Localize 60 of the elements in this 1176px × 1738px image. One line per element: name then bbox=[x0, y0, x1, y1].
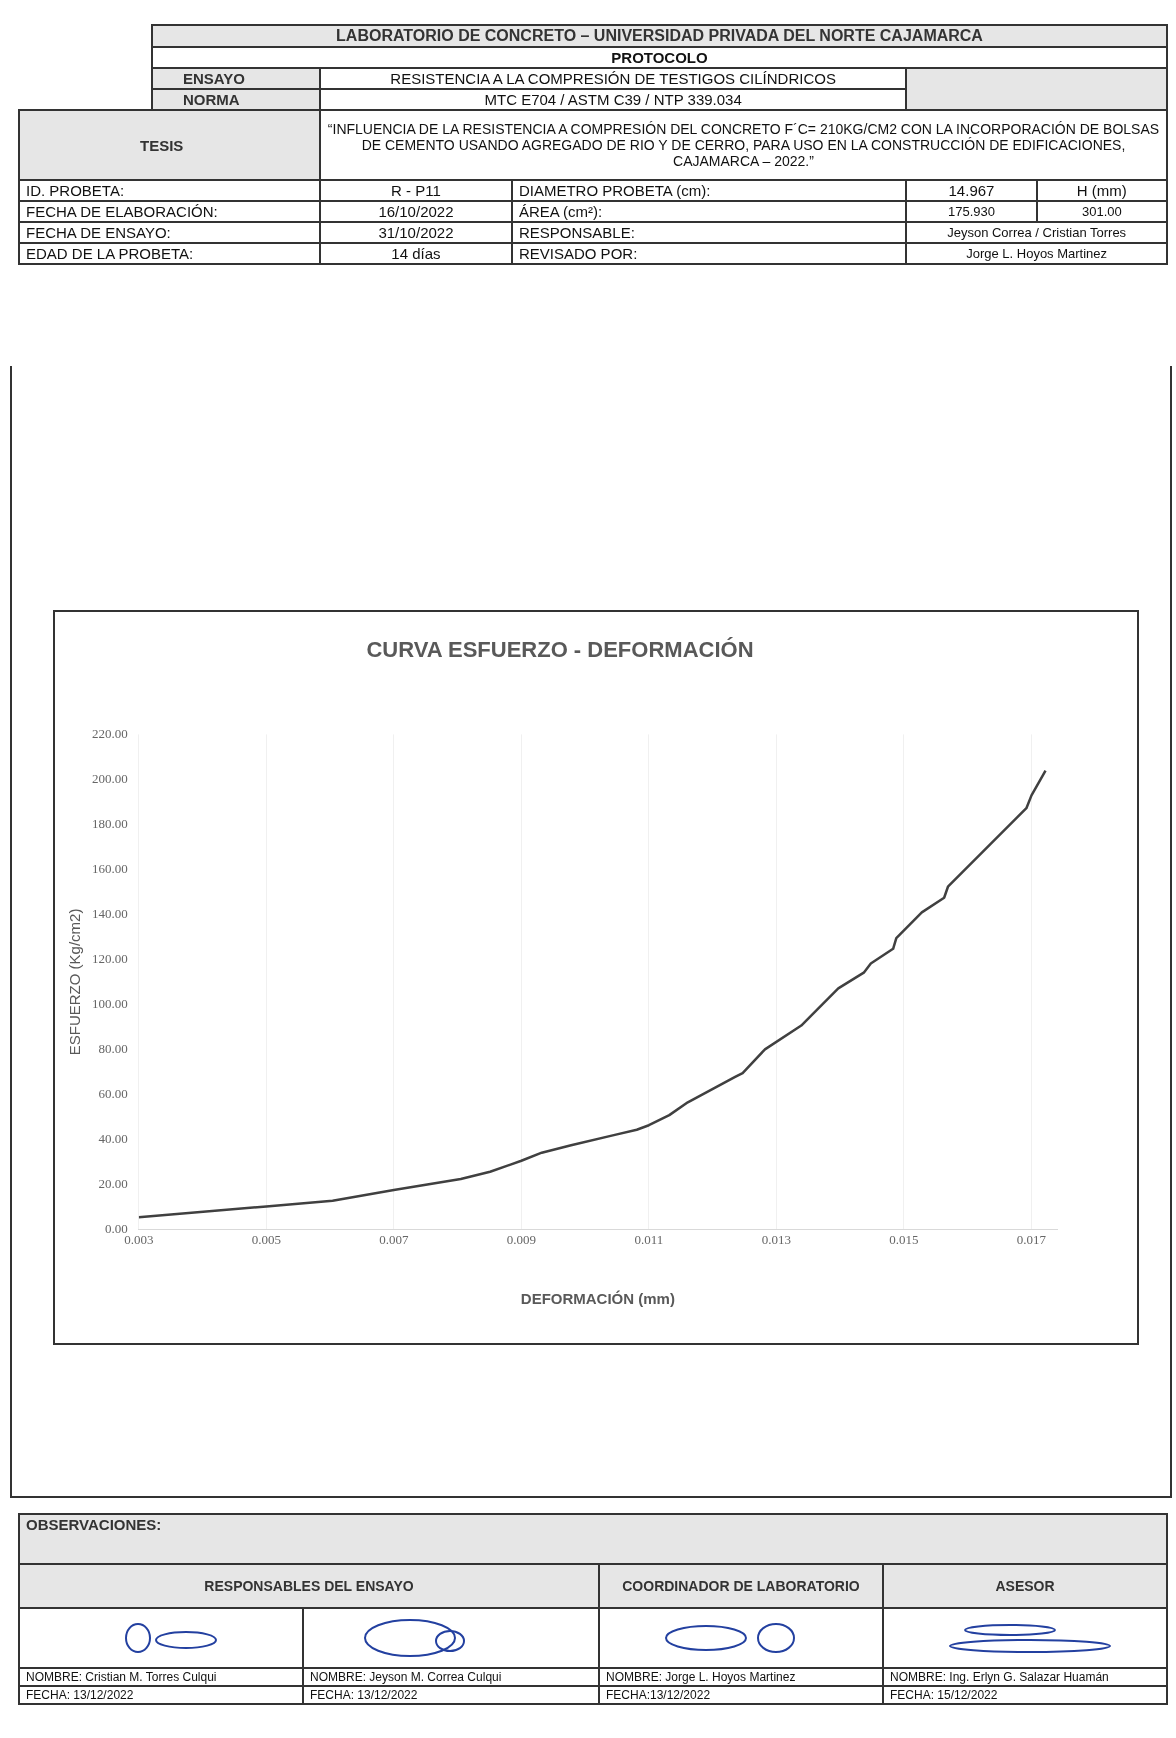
text: H (mm) bbox=[1036, 180, 1167, 201]
text: FECHA DE ELABORACIÓN: bbox=[19, 201, 320, 222]
text: 16/10/2022 bbox=[320, 201, 512, 222]
text: 175.930 bbox=[906, 201, 1037, 222]
y-tick-label: 20.00 bbox=[98, 1175, 128, 1191]
text: RESPONSABLE: bbox=[511, 222, 907, 243]
x-tick-label: 0.005 bbox=[251, 1231, 281, 1247]
text: NOMBRE: Jorge L. Hoyos Martinez bbox=[599, 1668, 883, 1686]
y-tick-label: 0.00 bbox=[105, 1220, 128, 1236]
y-tick-label: 180.00 bbox=[92, 815, 128, 831]
text: TESIS bbox=[19, 110, 320, 180]
text: FECHA: 13/12/2022 bbox=[303, 1686, 599, 1704]
y-tick-label: 40.00 bbox=[98, 1130, 128, 1146]
text: FECHA: 13/12/2022 bbox=[19, 1686, 303, 1704]
y-tick-label: 60.00 bbox=[98, 1085, 128, 1101]
text: “INFLUENCIA DE LA RESISTENCIA A COMPRESIÓN DEL CONCRETO F´C= 210KG/CM2 CON LA INCORPORACIÓN DE BOLSAS DE CEMENTO USANDO AGREGADO DE RIO Y DE CERRO, PARA USO EN LA CONSTRUCCIÓN DE EDIFICACIONES, CAJAMARCA – 2022.” bbox=[320, 110, 1167, 180]
text: LABORATORIO DE CONCRETO – UNIVERSIDAD PRIVADA DEL NORTE CAJAMARCA bbox=[152, 25, 1167, 47]
text: NOMBRE: Ing. Erlyn G. Salazar Huamán bbox=[883, 1668, 1167, 1686]
text: COORDINADOR DE LABORATORIO bbox=[599, 1564, 883, 1608]
y-tick-label: 160.00 bbox=[92, 860, 128, 876]
y-tick-label: 80.00 bbox=[98, 1040, 128, 1056]
x-tick-label: 0.009 bbox=[506, 1231, 536, 1247]
text: FECHA DE ENSAYO: bbox=[19, 222, 320, 243]
text: 14.967 bbox=[906, 180, 1037, 201]
y-tick-label: 220.00 bbox=[92, 725, 128, 741]
x-tick-label: 0.015 bbox=[889, 1231, 919, 1247]
text: PROTOCOLO bbox=[152, 47, 1167, 68]
text: Jeyson Correa / Cristian Torres bbox=[906, 222, 1167, 243]
text: ÁREA (cm²): bbox=[511, 201, 907, 222]
x-axis-title: DEFORMACIÓN (mm) bbox=[520, 1290, 675, 1308]
text: FECHA:13/12/2022 bbox=[599, 1686, 883, 1704]
x-tick-label: 0.013 bbox=[761, 1231, 792, 1247]
chart-title: CURVA ESFUERZO - DEFORMACIÓN bbox=[366, 637, 754, 663]
text: 301.00 bbox=[1036, 201, 1167, 222]
y-tick-label: 100.00 bbox=[92, 995, 128, 1011]
y-axis-title: ESFUERZO (Kg/cm2) bbox=[66, 908, 84, 1056]
x-tick-label: 0.007 bbox=[379, 1231, 409, 1247]
text: RESPONSABLES DEL ENSAYO bbox=[19, 1564, 599, 1608]
text: 14 días bbox=[320, 243, 512, 264]
text: ASESOR bbox=[883, 1564, 1167, 1608]
text: 31/10/2022 bbox=[320, 222, 512, 243]
text: ID. PROBETA: bbox=[19, 180, 320, 201]
text: NOMBRE: Jeyson M. Correa Culqui bbox=[303, 1668, 599, 1686]
text: Jorge L. Hoyos Martinez bbox=[906, 243, 1167, 264]
text: NORMA bbox=[152, 89, 320, 110]
y-tick-label: 140.00 bbox=[92, 905, 128, 921]
text: DIAMETRO PROBETA (cm): bbox=[511, 180, 907, 201]
text: REVISADO POR: bbox=[511, 243, 907, 264]
x-tick-label: 0.017 bbox=[1016, 1231, 1047, 1247]
text: EDAD DE LA PROBETA: bbox=[19, 243, 320, 264]
y-tick-label: 200.00 bbox=[92, 770, 128, 786]
text: OBSERVACIONES: bbox=[19, 1514, 1167, 1564]
text: RESISTENCIA A LA COMPRESIÓN DE TESTIGOS CILÍNDRICOS bbox=[320, 68, 907, 89]
text: R - P11 bbox=[320, 180, 512, 201]
text: NOMBRE: Cristian M. Torres Culqui bbox=[19, 1668, 303, 1686]
text: MTC E704 / ASTM C39 / NTP 339.034 bbox=[320, 89, 907, 110]
text: ENSAYO bbox=[152, 68, 320, 89]
text: FECHA: 15/12/2022 bbox=[883, 1686, 1167, 1704]
x-tick-label: 0.011 bbox=[634, 1231, 664, 1247]
y-tick-label: 120.00 bbox=[92, 950, 128, 966]
